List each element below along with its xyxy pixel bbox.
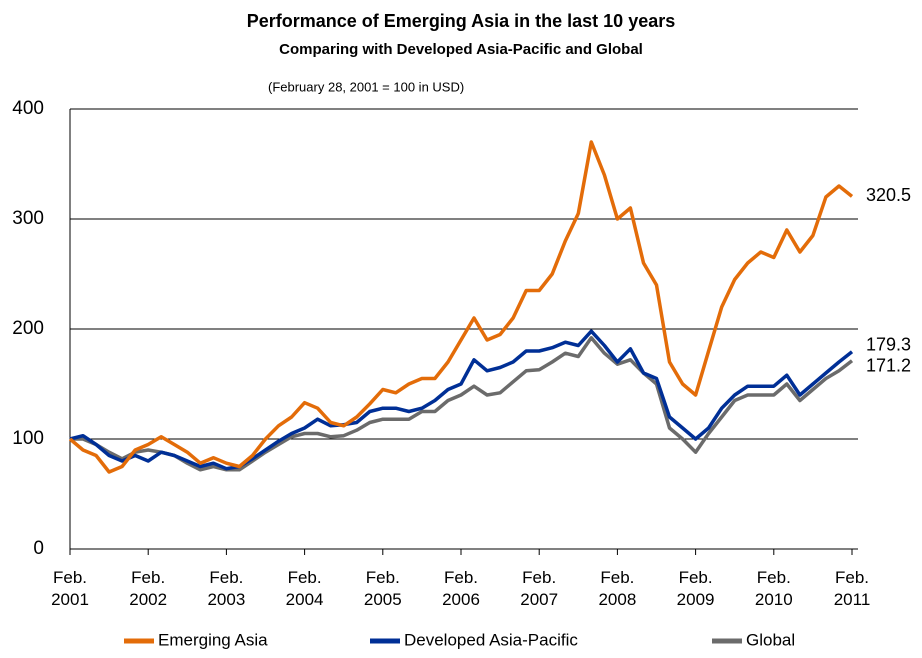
x-tick-label: Feb. 2005 — [363, 568, 402, 609]
x-tick-label: Feb. 2009 — [676, 568, 715, 609]
end-label: 179.3 — [866, 335, 911, 355]
series-line — [70, 336, 854, 472]
chart-note: (February 28, 2001 = 100 in USD) — [268, 79, 464, 94]
x-tick-label: Feb. 2010 — [754, 568, 793, 609]
series-line — [69, 329, 854, 471]
legend-label: Developed Asia-Pacific — [404, 630, 578, 649]
x-tick-label: Feb. 2006 — [442, 568, 480, 609]
x-tick-label: Feb. 2004 — [285, 568, 324, 609]
legend-label: Global — [746, 630, 795, 649]
x-tick-label: Feb. 2003 — [207, 568, 246, 609]
chart-subtitle: Comparing with Developed Asia-Pacific an… — [279, 41, 643, 58]
x-tick-label: Feb. 2001 — [51, 568, 89, 609]
end-label: 320.5 — [866, 185, 911, 205]
y-tick-label: 100 — [12, 428, 44, 449]
series-line — [68, 140, 854, 474]
chart-title: Performance of Emerging Asia in the last… — [247, 11, 676, 31]
x-tick-label: Feb. 2011 — [833, 568, 871, 609]
y-tick-label: 400 — [12, 98, 44, 119]
y-tick-label: 300 — [12, 208, 44, 229]
x-tick-label: Feb. 2002 — [129, 568, 168, 609]
legend-label: Emerging Asia — [158, 630, 268, 649]
x-tick-label: Feb. 2008 — [598, 568, 637, 609]
x-tick-label: Feb. 2007 — [520, 568, 559, 609]
y-tick-label: 200 — [12, 318, 44, 339]
end-label: 171.2 — [866, 355, 911, 375]
y-tick-label: 0 — [33, 538, 44, 559]
